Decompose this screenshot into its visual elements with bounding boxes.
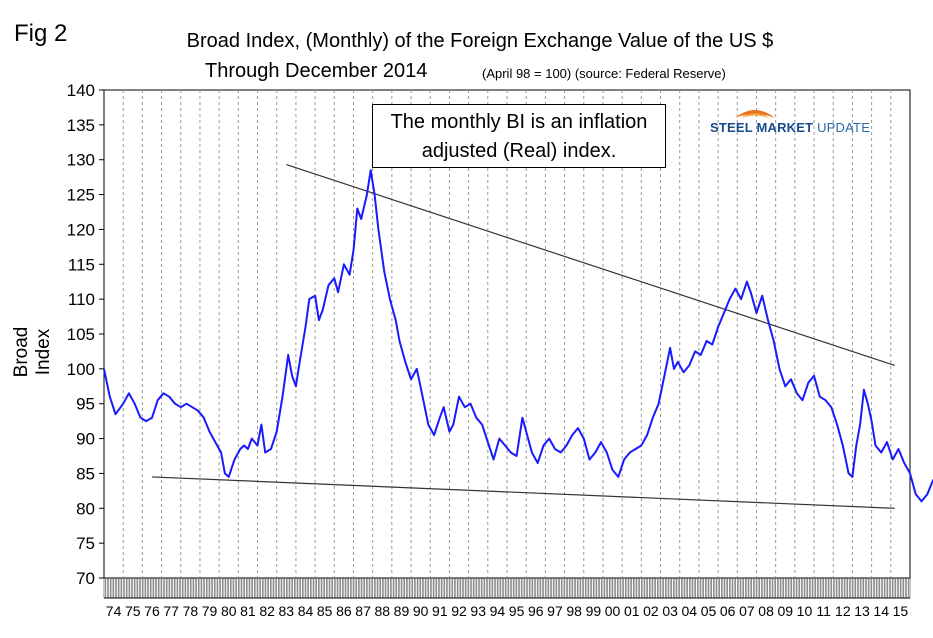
x-tick-label: 92 (451, 603, 467, 619)
x-tick-label: 98 (566, 603, 582, 619)
logo-text-strong: STEEL MARKET (710, 120, 814, 135)
x-tick-label: 85 (317, 603, 333, 619)
series-line (103, 169, 933, 503)
y-tick-label: 75 (76, 534, 95, 553)
x-tick-label: 88 (374, 603, 390, 619)
x-tick-label: 15 (893, 603, 909, 619)
x-tick-label: 00 (605, 603, 621, 619)
x-tick-label: 75 (125, 603, 141, 619)
x-tick-label: 99 (586, 603, 602, 619)
x-tick-label: 02 (643, 603, 659, 619)
annotation-line-1: The monthly BI is an inflation (390, 111, 648, 133)
x-tick-label: 10 (797, 603, 813, 619)
y-tick-label: 90 (76, 430, 95, 449)
logo-text: STEEL MARKET UPDATE (710, 120, 870, 135)
y-tick-label: 100 (67, 360, 95, 379)
x-tick-label: 13 (854, 603, 870, 619)
x-tick-label: 05 (701, 603, 717, 619)
x-tick-label: 08 (758, 603, 774, 619)
x-tick-label: 74 (106, 603, 122, 619)
chart-subtitle: Through December 2014 (205, 60, 428, 82)
x-tick-label: 97 (547, 603, 563, 619)
x-tick-label: 96 (528, 603, 544, 619)
x-tick-label: 09 (777, 603, 793, 619)
x-tick-label: 14 (873, 603, 889, 619)
x-tick-label: 91 (432, 603, 448, 619)
x-tick-label: 94 (490, 603, 506, 619)
trend-line (151, 476, 895, 509)
annotation-box: The monthly BI is an inflation adjusted … (372, 104, 666, 168)
x-tick-label: 76 (144, 603, 160, 619)
y-tick-label: 140 (67, 81, 95, 100)
x-tick-label: 79 (202, 603, 218, 619)
x-tick-label: 06 (720, 603, 736, 619)
x-tick-label: 11 (816, 603, 831, 619)
trend-line (286, 164, 895, 366)
x-tick-label: 04 (682, 603, 698, 619)
x-tick-label: 93 (470, 603, 486, 619)
x-tick-label: 89 (394, 603, 410, 619)
x-tick-label: 80 (221, 603, 237, 619)
y-tick-label: 85 (76, 464, 95, 483)
x-tick-label: 78 (183, 603, 199, 619)
steel-market-update-logo-icon (735, 110, 775, 118)
chart-title: Broad Index, (Monthly) of the Foreign Ex… (186, 30, 774, 52)
chart-subtitle-note: (April 98 = 100) (source: Federal Reserv… (482, 66, 726, 81)
logo-text-light: UPDATE (817, 120, 871, 135)
x-tick-label: 01 (624, 603, 640, 619)
x-tick-label: 12 (835, 603, 851, 619)
y-tick-label: 125 (67, 186, 95, 205)
y-tick-label: 105 (67, 325, 95, 344)
y-tick-label: 130 (67, 151, 95, 170)
y-tick-label: 115 (68, 255, 95, 274)
y-tick-label: 135 (67, 116, 95, 135)
figure-label: Fig 2 (14, 20, 68, 47)
x-tick-label: 87 (355, 603, 371, 619)
x-tick-label: 86 (336, 603, 352, 619)
x-tick-label: 84 (298, 603, 314, 619)
x-tick-label: 07 (739, 603, 755, 619)
x-tick-label: 77 (163, 603, 179, 619)
x-tick-label: 82 (259, 603, 275, 619)
x-tick-label: 81 (240, 603, 256, 619)
annotation-line-2: adjusted (Real) index. (421, 140, 617, 162)
x-tick-label: 90 (413, 603, 429, 619)
y-tick-label: 110 (68, 290, 95, 309)
y-tick-label: 70 (76, 569, 95, 588)
y-tick-label: 95 (76, 395, 95, 414)
y-tick-label: 120 (67, 220, 95, 239)
x-tick-label: 03 (662, 603, 678, 619)
y-tick-label: 80 (76, 499, 95, 518)
plot-area (103, 89, 911, 579)
x-tick-label: 83 (279, 603, 295, 619)
x-tick-label: 95 (509, 603, 525, 619)
